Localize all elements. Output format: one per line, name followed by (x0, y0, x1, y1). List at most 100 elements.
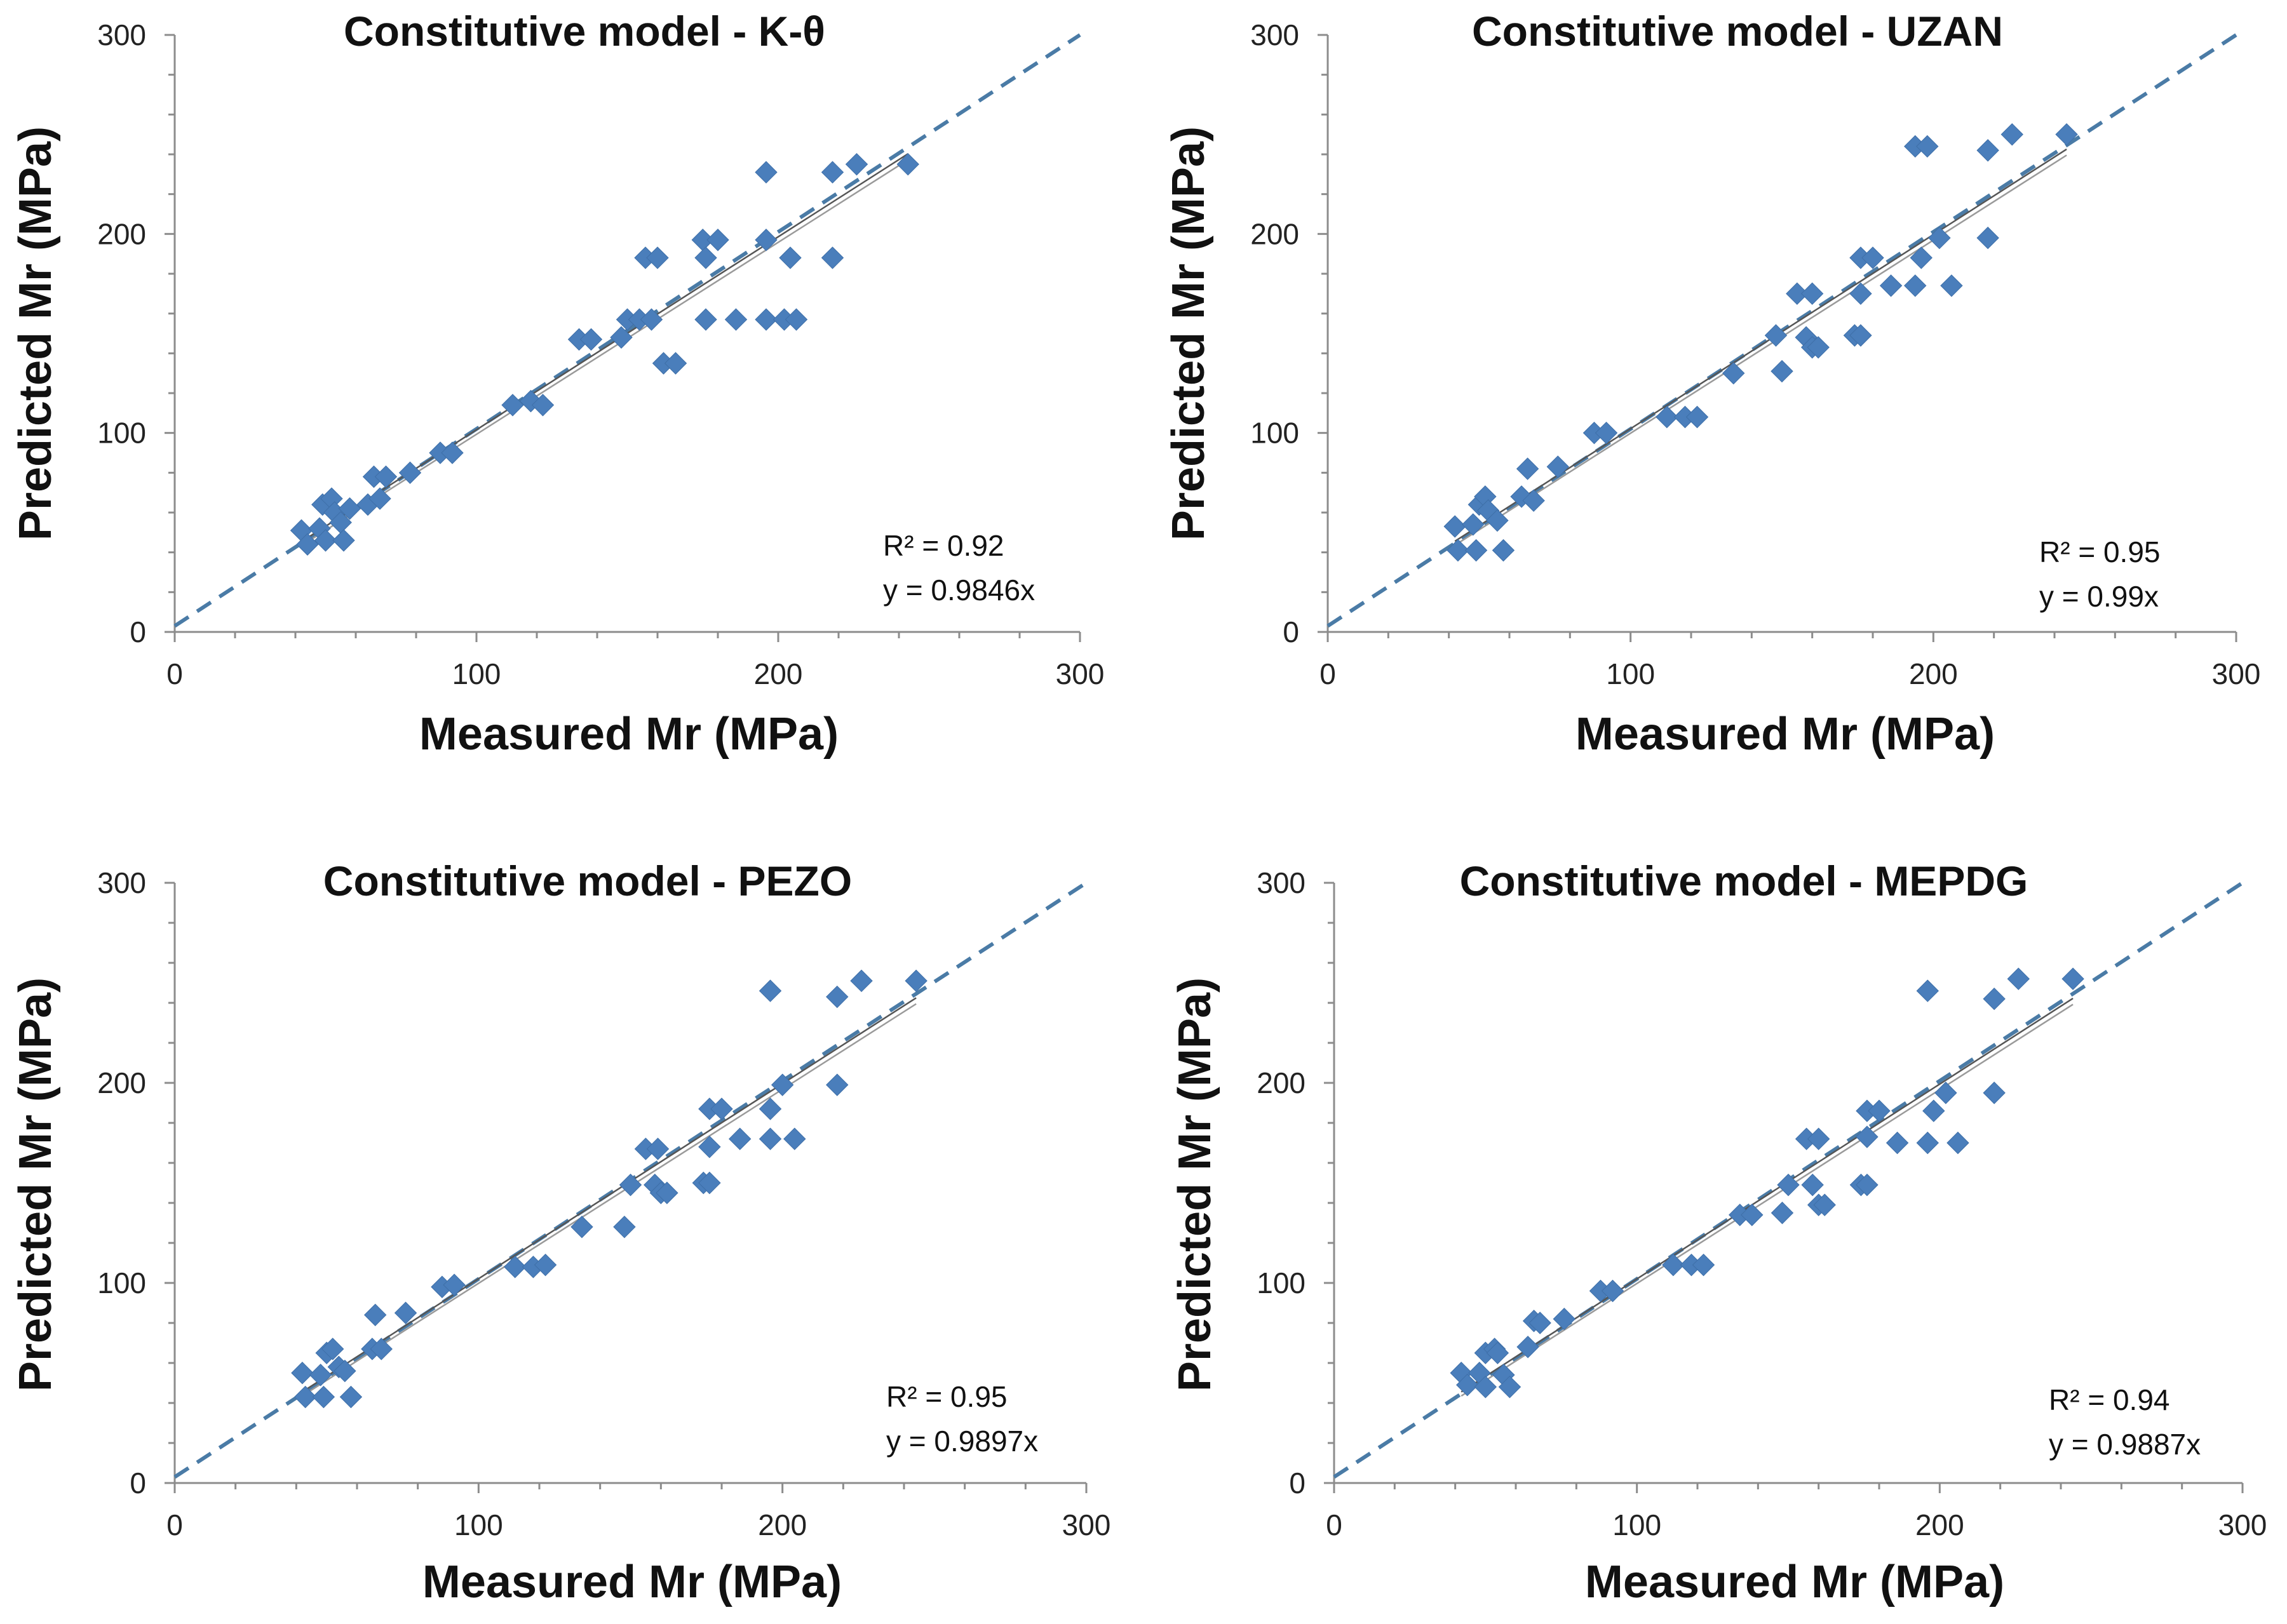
data-point (374, 465, 398, 488)
y-tick-label: 300 (97, 18, 146, 51)
data-point (1801, 1173, 1824, 1197)
data-point (1516, 457, 1539, 480)
data-point (640, 308, 663, 331)
data-point (826, 985, 849, 1009)
data-point (1856, 1173, 1879, 1197)
data-point (771, 1073, 794, 1096)
y-tick-label: 0 (1283, 615, 1299, 648)
data-point (1976, 226, 1999, 250)
y-tick-label: 100 (97, 1266, 146, 1299)
data-point (1456, 1373, 1479, 1397)
data-point (332, 529, 355, 552)
x-tick-label: 100 (1606, 657, 1655, 690)
data-point (1741, 1204, 1764, 1226)
chart-title: Constitutive model - K-θ (344, 8, 825, 55)
data-point (1771, 1202, 1794, 1225)
x-axis-label: Measured Mr (MPa) (422, 1557, 842, 1607)
data-point (619, 1173, 642, 1197)
data-point (1656, 405, 1678, 429)
y-tick-label: 100 (1257, 1266, 1305, 1299)
x-tick-label: 100 (452, 657, 501, 690)
data-point (339, 1385, 363, 1409)
data-point (2000, 123, 2023, 146)
data-point (845, 152, 868, 176)
data-point (1813, 1193, 1836, 1216)
x-tick-label: 300 (1062, 1508, 1111, 1541)
data-point (370, 1338, 393, 1360)
data-point (579, 328, 603, 351)
data-point (321, 1338, 344, 1360)
x-tick-label: 200 (754, 657, 803, 690)
data-point (1934, 1082, 1957, 1104)
chart-title: Constitutive model - MEPDG (1460, 857, 2028, 904)
data-point (443, 1273, 466, 1296)
y-tick-label: 300 (97, 866, 146, 899)
data-point (314, 529, 337, 552)
data-point (291, 1362, 314, 1385)
equation-label: y = 0.9846x (883, 574, 1035, 607)
data-point (1722, 361, 1745, 385)
data-point (2007, 967, 2030, 990)
y-tick-label: 0 (1289, 1466, 1305, 1500)
data-point (1498, 1376, 1521, 1399)
data-point (1922, 1099, 1945, 1122)
data-point (1849, 282, 1872, 305)
data-point (398, 461, 422, 485)
x-tick-label: 0 (1319, 657, 1336, 690)
data-point (613, 1216, 636, 1238)
r-squared-label: R² = 0.95 (886, 1380, 1008, 1413)
data-point (610, 326, 633, 349)
y-tick-label: 0 (130, 615, 146, 648)
data-point (724, 308, 748, 331)
chart-panel-4: 0 100 200 300 0 100 200 300 Constitutive model -… (1170, 857, 2267, 1607)
data-point (759, 1127, 782, 1150)
x-tick-label: 0 (166, 1508, 183, 1541)
r-squared-label: R² = 0.92 (883, 529, 1004, 562)
data-point (1916, 1131, 1939, 1155)
data-point (1516, 1336, 1539, 1359)
data-point (1940, 274, 1963, 297)
trend-line-secondary (1461, 1003, 2074, 1397)
data-point (755, 308, 778, 331)
y-axis-label: Predicted Mr (MPa) (1170, 977, 1220, 1392)
equation-label: y = 0.9897x (886, 1425, 1038, 1458)
equation-label: y = 0.9887x (2049, 1428, 2201, 1461)
data-point (1522, 489, 1545, 512)
x-tick-label: 300 (1056, 657, 1105, 690)
data-point (694, 246, 717, 269)
data-point (2055, 123, 2078, 146)
data-point (394, 1301, 417, 1324)
x-tick-label: 100 (454, 1508, 503, 1541)
trend-line-secondary (300, 159, 908, 547)
data-point (534, 1253, 557, 1277)
data-point (334, 1359, 356, 1383)
x-tick-label: 200 (1915, 1508, 1964, 1541)
data-point (755, 229, 778, 252)
data-point (1486, 509, 1509, 532)
trend-line-secondary (1454, 154, 2067, 546)
y-tick-label: 200 (1257, 1066, 1305, 1099)
data-point (759, 1097, 782, 1120)
data-point (1886, 1131, 1909, 1155)
data-point (1528, 1312, 1551, 1334)
data-point (293, 1385, 317, 1409)
data-point (1777, 1173, 1800, 1197)
data-point (706, 229, 729, 252)
trend-line (300, 153, 908, 542)
data-point (1916, 135, 1939, 158)
x-axis-label: Measured Mr (MPa) (1585, 1557, 2004, 1607)
chart-title: Constitutive model - UZAN (1472, 8, 2003, 55)
data-point (2061, 967, 2084, 990)
data-point (296, 533, 319, 556)
y-axis-label: Predicted Mr (MPa) (1163, 126, 1214, 540)
x-tick-label: 100 (1612, 1508, 1661, 1541)
data-point (710, 1097, 733, 1120)
x-tick-label: 0 (166, 657, 183, 690)
data-point (1771, 359, 1793, 383)
data-point (1807, 336, 1830, 359)
data-point (1692, 1253, 1715, 1277)
data-point (785, 308, 808, 331)
data-point (1976, 139, 1999, 162)
data-point (664, 352, 687, 375)
data-point (531, 394, 555, 417)
